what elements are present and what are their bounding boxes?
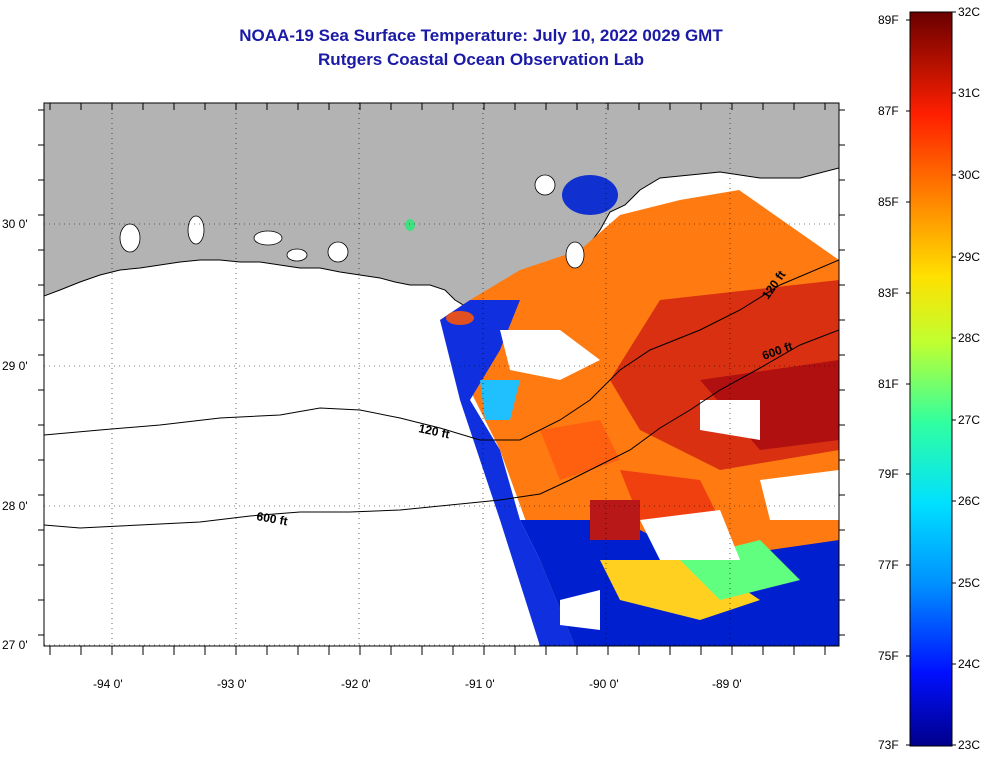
lon-label: -94 0' <box>93 677 123 691</box>
lat-label: 29 0' <box>2 359 28 373</box>
c-label: 25C <box>958 576 980 590</box>
lon-label: -92 0' <box>341 677 371 691</box>
colorbar-f-labels: 89F 87F 85F 83F 81F 79F 77F 75F 73F <box>878 13 899 752</box>
contour-label-120: 120 ft <box>417 421 451 441</box>
c-label: 23C <box>958 738 980 752</box>
f-label: 77F <box>878 558 899 572</box>
f-label: 79F <box>878 467 899 481</box>
contour-120ft <box>44 259 839 441</box>
lat-label: 27 0' <box>2 638 28 652</box>
map-title: NOAA-19 Sea Surface Temperature: July 10… <box>239 26 723 45</box>
grid <box>44 103 839 646</box>
c-label: 29C <box>958 250 980 264</box>
contour-label-600: 600 ft <box>255 509 288 528</box>
colorbar-c-labels: 32C 31C 30C 29C 28C 27C 26C 25C 24C 23C <box>958 5 980 752</box>
c-label: 30C <box>958 168 980 182</box>
f-label: 85F <box>878 195 899 209</box>
c-label: 26C <box>958 494 980 508</box>
land-mass <box>44 103 839 331</box>
colorbar-ticks <box>906 11 956 746</box>
f-label: 87F <box>878 104 899 118</box>
f-label: 75F <box>878 649 899 663</box>
lat-label: 28 0' <box>2 499 28 513</box>
c-label: 28C <box>958 331 980 345</box>
c-label: 24C <box>958 657 980 671</box>
axis-ticks <box>38 103 845 655</box>
contour-600ft <box>44 329 839 529</box>
c-label: 31C <box>958 86 980 100</box>
lon-label: -91 0' <box>465 677 495 691</box>
lon-label: -90 0' <box>589 677 619 691</box>
lon-label: -93 0' <box>217 677 247 691</box>
f-label: 89F <box>878 13 899 27</box>
map-subtitle: Rutgers Coastal Ocean Observation Lab <box>318 50 644 69</box>
f-label: 83F <box>878 286 899 300</box>
map-area <box>44 103 839 646</box>
f-label: 73F <box>878 738 899 752</box>
c-label: 32C <box>958 5 980 19</box>
lat-label: 30 0' <box>2 217 28 231</box>
lon-label: -89 0' <box>712 677 742 691</box>
map-frame <box>43 102 840 647</box>
colorbar <box>909 11 953 747</box>
c-label: 27C <box>958 413 980 427</box>
f-label: 81F <box>878 377 899 391</box>
sst-swath <box>440 190 839 646</box>
